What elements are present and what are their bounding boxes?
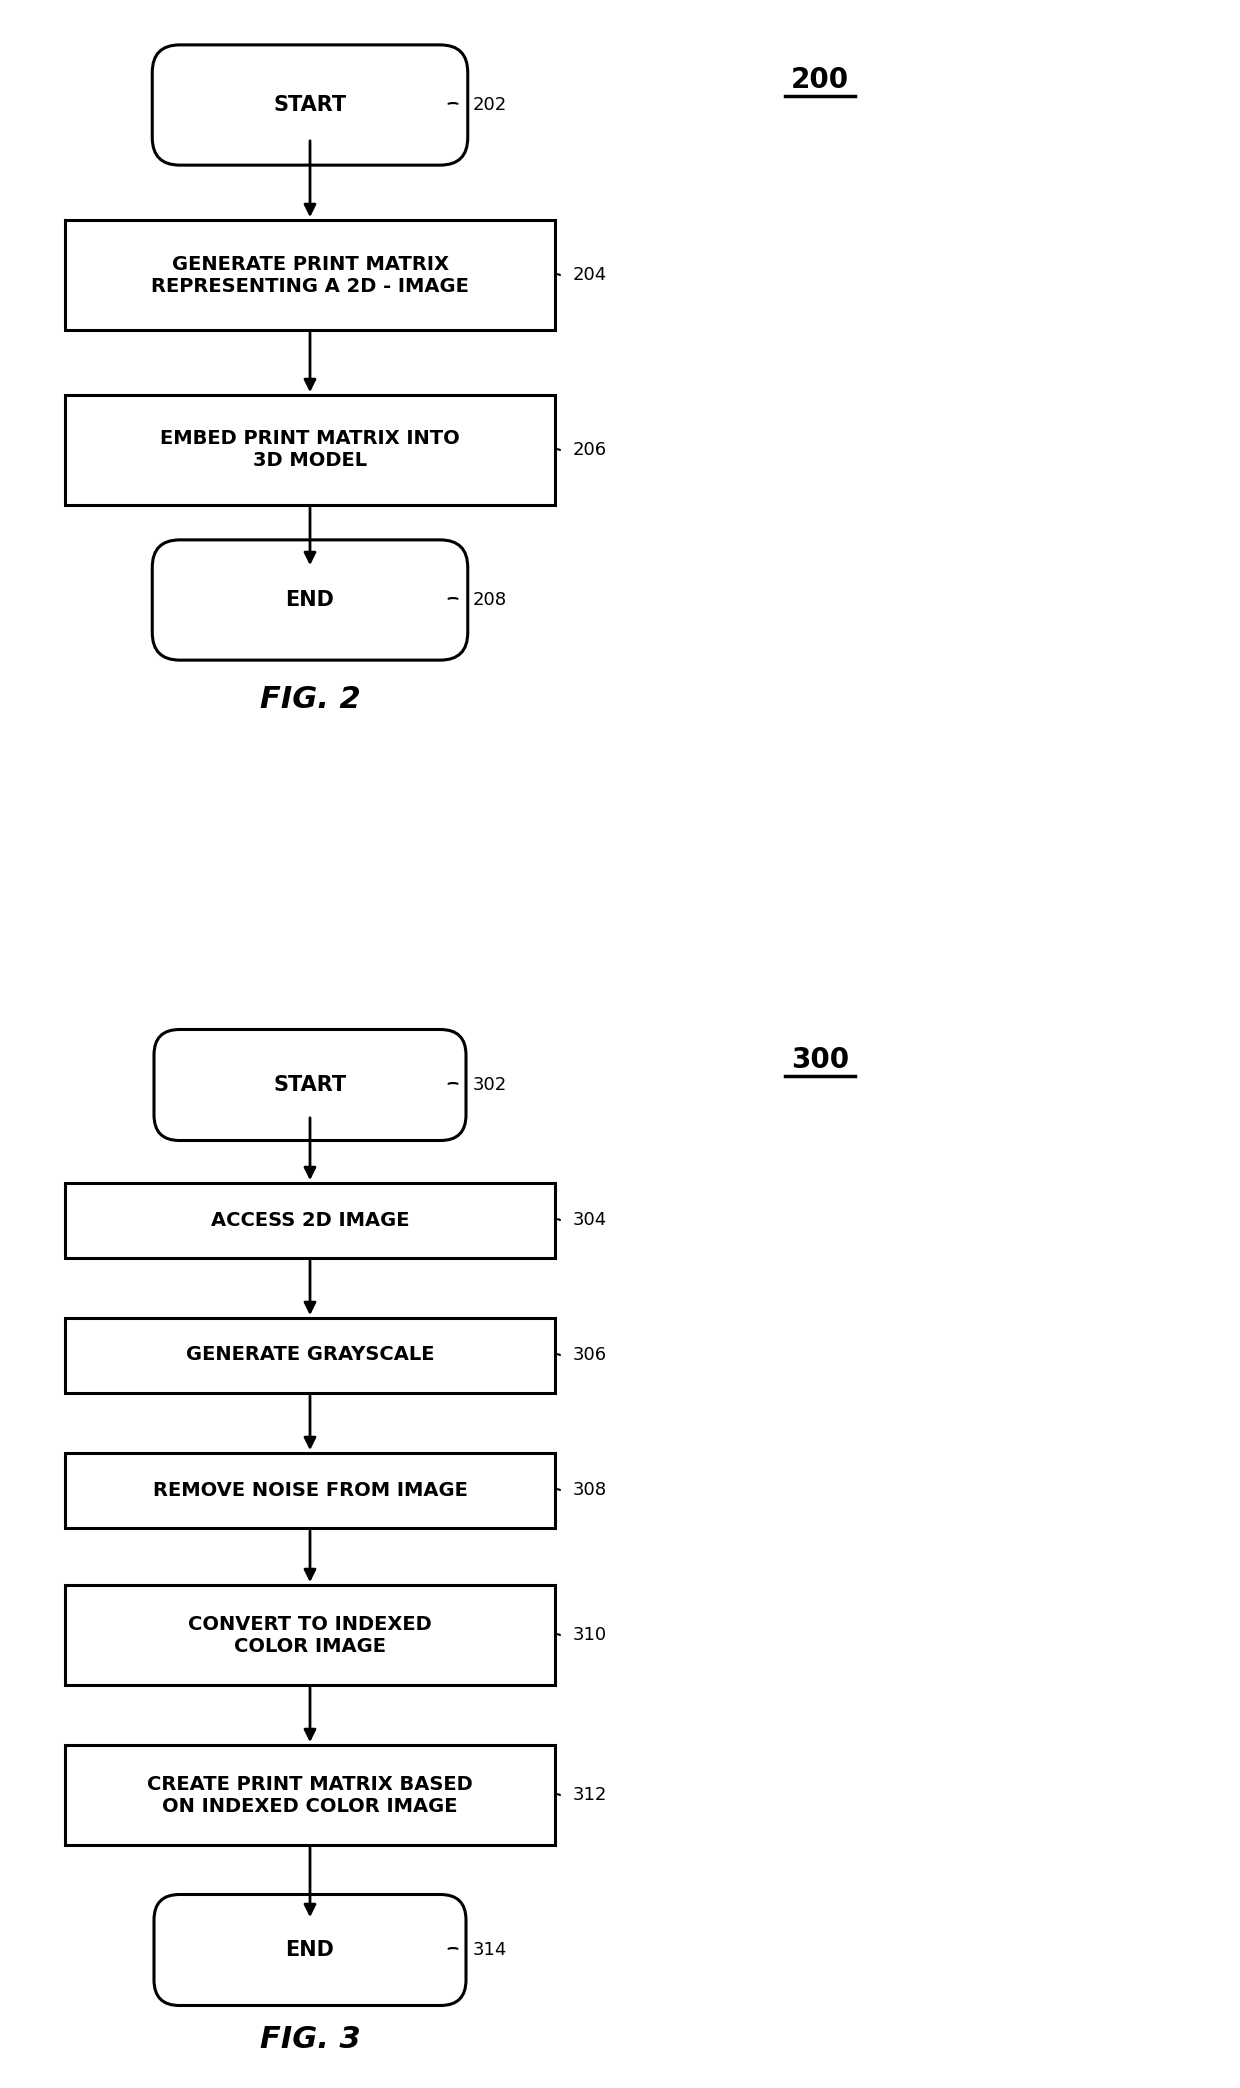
Text: CREATE PRINT MATRIX BASED
ON INDEXED COLOR IMAGE: CREATE PRINT MATRIX BASED ON INDEXED COL… [148,1775,472,1814]
Text: 206: 206 [573,441,608,459]
Text: EMBED PRINT MATRIX INTO
3D MODEL: EMBED PRINT MATRIX INTO 3D MODEL [160,430,460,470]
FancyBboxPatch shape [153,44,467,165]
Text: 312: 312 [573,1785,608,1804]
Text: START: START [274,1075,346,1094]
Text: GENERATE GRAYSCALE: GENERATE GRAYSCALE [186,1345,434,1363]
Bar [64,1746,556,1846]
Text: 200: 200 [791,67,849,94]
Text: REMOVE NOISE FROM IMAGE: REMOVE NOISE FROM IMAGE [153,1480,467,1499]
Text: 308: 308 [573,1480,608,1499]
Text: 310: 310 [573,1627,608,1643]
Text: START: START [274,94,346,115]
Text: 302: 302 [472,1075,507,1094]
Bar [64,1318,556,1393]
Text: FIG. 2: FIG. 2 [259,685,361,714]
Text: 208: 208 [472,591,507,610]
FancyBboxPatch shape [154,1894,466,2004]
FancyBboxPatch shape [154,1029,466,1140]
Text: ACCESS 2D IMAGE: ACCESS 2D IMAGE [211,1211,409,1230]
Text: 306: 306 [573,1347,608,1363]
Bar [64,219,556,330]
Text: 314: 314 [472,1942,507,1959]
FancyBboxPatch shape [153,541,467,660]
Text: GENERATE PRINT MATRIX
REPRESENTING A 2D - IMAGE: GENERATE PRINT MATRIX REPRESENTING A 2D … [151,255,469,296]
Text: END: END [285,591,335,610]
Text: CONVERT TO INDEXED
COLOR IMAGE: CONVERT TO INDEXED COLOR IMAGE [188,1614,432,1656]
Text: 204: 204 [573,265,608,284]
Text: FIG. 3: FIG. 3 [259,2025,361,2055]
Text: 304: 304 [573,1211,608,1230]
Text: 300: 300 [791,1046,849,1073]
Bar [64,1182,556,1257]
Text: END: END [285,1940,335,1961]
Bar [64,395,556,505]
Text: 202: 202 [472,96,507,115]
Bar [64,1453,556,1528]
Bar [64,1585,556,1685]
